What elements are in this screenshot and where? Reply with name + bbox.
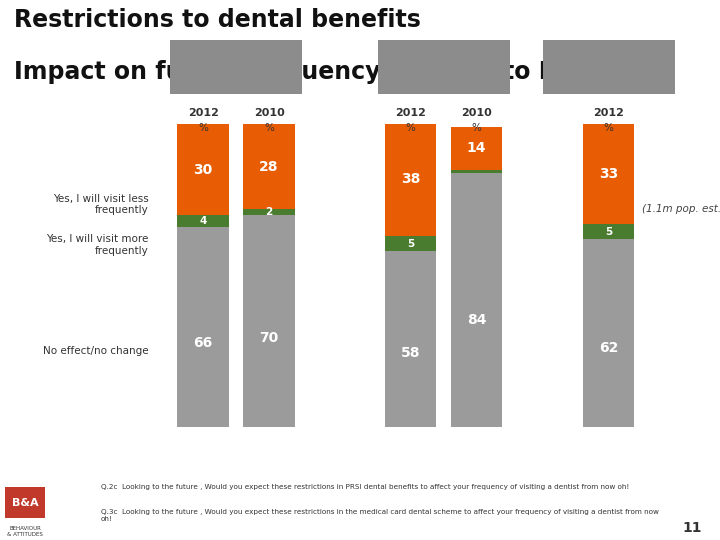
Text: 2012: 2012 bbox=[593, 108, 624, 118]
Text: Yes, I will visit more
frequently: Yes, I will visit more frequently bbox=[46, 234, 148, 256]
Text: 14: 14 bbox=[467, 141, 486, 156]
Bar bbox=[582, 224, 634, 239]
Text: Impact on future frequency of visits to Dentists: Impact on future frequency of visits to … bbox=[14, 60, 651, 84]
Text: 62: 62 bbox=[599, 341, 618, 355]
Text: No effect/no change: No effect/no change bbox=[42, 346, 148, 356]
Text: Q.3c  Looking to the future , Would you expect these restrictions in the medical: Q.3c Looking to the future , Would you e… bbox=[101, 509, 659, 522]
Text: 84: 84 bbox=[467, 313, 486, 327]
Text: %: % bbox=[405, 123, 415, 133]
Text: 2012: 2012 bbox=[395, 108, 426, 118]
Bar bbox=[451, 170, 503, 173]
Text: %: % bbox=[198, 123, 208, 133]
Text: %: % bbox=[472, 123, 482, 133]
Text: 2012: 2012 bbox=[188, 108, 218, 118]
Text: ANY: ANY bbox=[598, 62, 620, 72]
Bar bbox=[384, 121, 436, 236]
Text: HOLDERS: HOLDERS bbox=[418, 70, 469, 80]
Text: 70: 70 bbox=[259, 330, 279, 345]
Text: Restrictions to dental benefits: Restrictions to dental benefits bbox=[14, 8, 421, 32]
Text: AVAIL OF PRSI: AVAIL OF PRSI bbox=[197, 45, 275, 55]
Text: Yes, I will visit less
frequently: Yes, I will visit less frequently bbox=[53, 193, 148, 215]
Text: 33: 33 bbox=[599, 167, 618, 181]
Bar bbox=[177, 124, 229, 215]
Bar bbox=[243, 124, 295, 209]
Text: 11: 11 bbox=[683, 521, 702, 535]
Text: 2: 2 bbox=[266, 207, 273, 217]
Bar bbox=[582, 239, 634, 427]
FancyBboxPatch shape bbox=[170, 39, 302, 94]
Text: There has been a sharp rise in medical card holders who intend to reduce their f: There has been a sharp rise in medical c… bbox=[134, 446, 644, 467]
Text: %: % bbox=[264, 123, 274, 133]
Text: B&A: B&A bbox=[12, 498, 38, 508]
Bar bbox=[177, 227, 229, 427]
FancyBboxPatch shape bbox=[543, 39, 675, 94]
Text: 5: 5 bbox=[407, 239, 414, 248]
Bar bbox=[177, 215, 229, 227]
FancyBboxPatch shape bbox=[377, 39, 510, 94]
Text: 66: 66 bbox=[194, 336, 212, 350]
Bar bbox=[582, 124, 634, 224]
Text: %: % bbox=[603, 123, 613, 133]
Text: MEDICAL CARD: MEDICAL CARD bbox=[402, 53, 485, 63]
Bar bbox=[243, 209, 295, 215]
Text: 30: 30 bbox=[194, 163, 212, 177]
Bar bbox=[451, 127, 503, 170]
Bar bbox=[384, 236, 436, 251]
Bar bbox=[384, 251, 436, 427]
Text: 2010: 2010 bbox=[253, 108, 284, 118]
Text: 58: 58 bbox=[401, 346, 420, 360]
Text: (1.1m pop. est.): (1.1m pop. est.) bbox=[642, 204, 720, 214]
Bar bbox=[243, 215, 295, 427]
Text: 5: 5 bbox=[605, 227, 612, 237]
Text: 38: 38 bbox=[401, 172, 420, 186]
Bar bbox=[451, 173, 503, 427]
Text: DENTAL/PRIVATE: DENTAL/PRIVATE bbox=[191, 62, 282, 72]
Text: 2010: 2010 bbox=[462, 108, 492, 118]
Text: Q.2c  Looking to the future , Would you expect these restrictions in PRSI dental: Q.2c Looking to the future , Would you e… bbox=[101, 484, 629, 490]
Text: 28: 28 bbox=[259, 159, 279, 173]
Text: 4: 4 bbox=[199, 216, 207, 226]
Bar bbox=[5, 487, 45, 518]
Text: BEHAVIOUR
& ATTITUDES: BEHAVIOUR & ATTITUDES bbox=[7, 526, 43, 537]
Text: DENTAL: DENTAL bbox=[215, 78, 257, 89]
